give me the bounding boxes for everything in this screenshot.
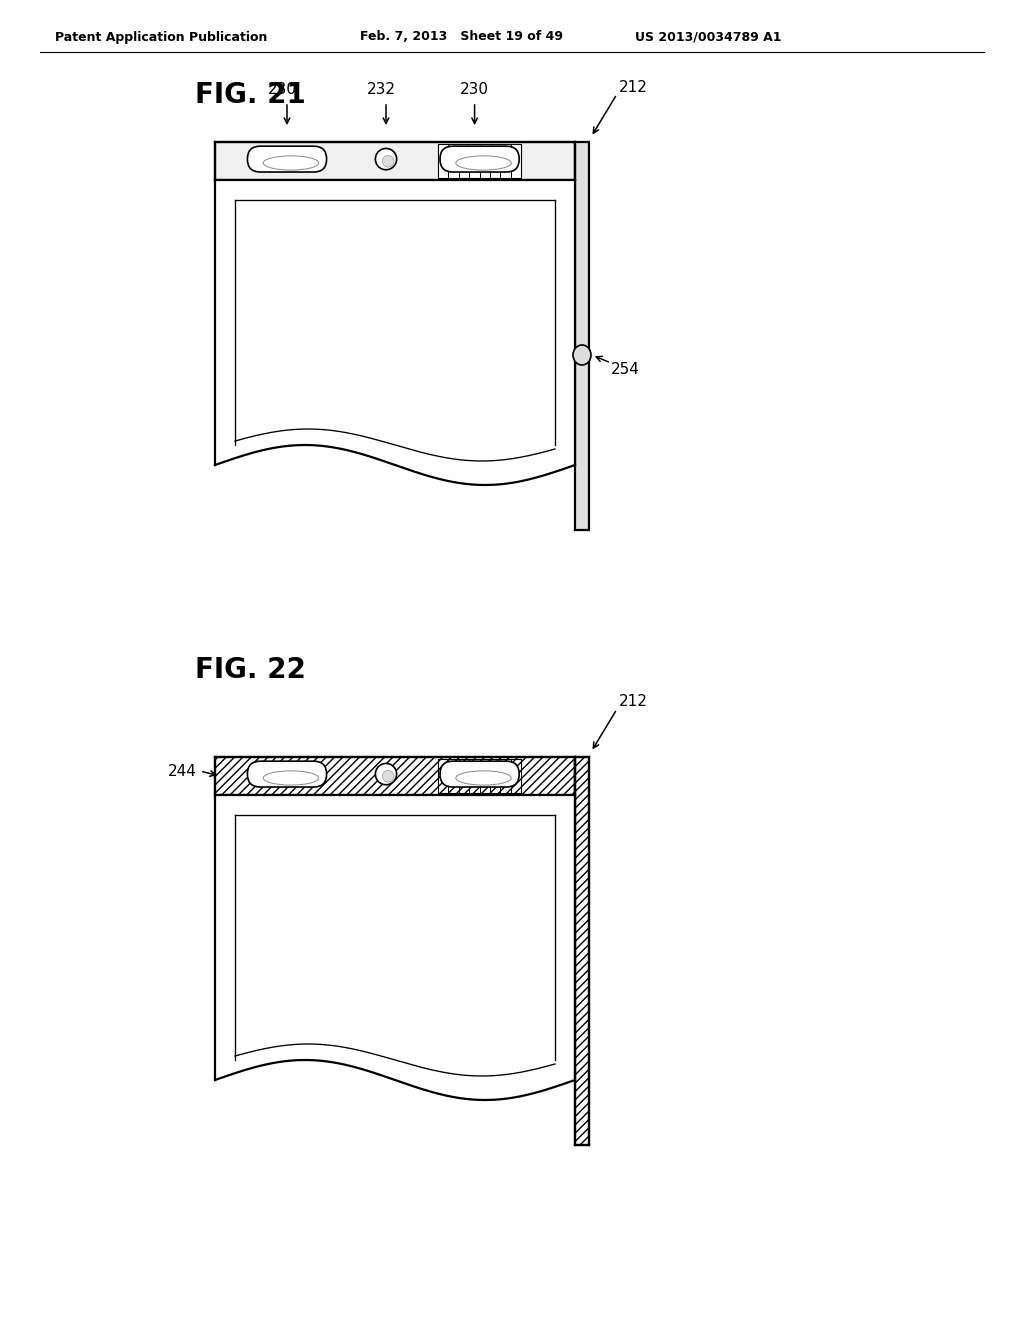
Polygon shape <box>215 180 575 484</box>
FancyBboxPatch shape <box>248 147 327 172</box>
FancyBboxPatch shape <box>248 762 327 787</box>
Polygon shape <box>215 795 575 1100</box>
Polygon shape <box>575 756 589 1144</box>
Text: FIG. 21: FIG. 21 <box>195 81 306 110</box>
Polygon shape <box>215 756 575 795</box>
Text: 212: 212 <box>618 79 648 95</box>
Text: Feb. 7, 2013   Sheet 19 of 49: Feb. 7, 2013 Sheet 19 of 49 <box>360 30 563 44</box>
FancyBboxPatch shape <box>440 762 519 787</box>
Ellipse shape <box>382 156 394 168</box>
Bar <box>438 759 521 793</box>
Text: 230: 230 <box>460 82 489 98</box>
Circle shape <box>376 148 396 170</box>
Text: 212: 212 <box>618 694 648 710</box>
Text: 230: 230 <box>267 82 297 98</box>
Text: 244: 244 <box>168 763 197 779</box>
Bar <box>438 144 521 178</box>
Text: FIG. 22: FIG. 22 <box>195 656 306 684</box>
Circle shape <box>376 763 396 784</box>
Ellipse shape <box>382 771 394 781</box>
Polygon shape <box>575 143 589 531</box>
Text: Patent Application Publication: Patent Application Publication <box>55 30 267 44</box>
Text: 254: 254 <box>611 363 640 378</box>
Text: US 2013/0034789 A1: US 2013/0034789 A1 <box>635 30 781 44</box>
Text: 232: 232 <box>367 82 395 98</box>
Ellipse shape <box>573 345 591 366</box>
Polygon shape <box>215 143 575 180</box>
FancyBboxPatch shape <box>440 147 519 172</box>
